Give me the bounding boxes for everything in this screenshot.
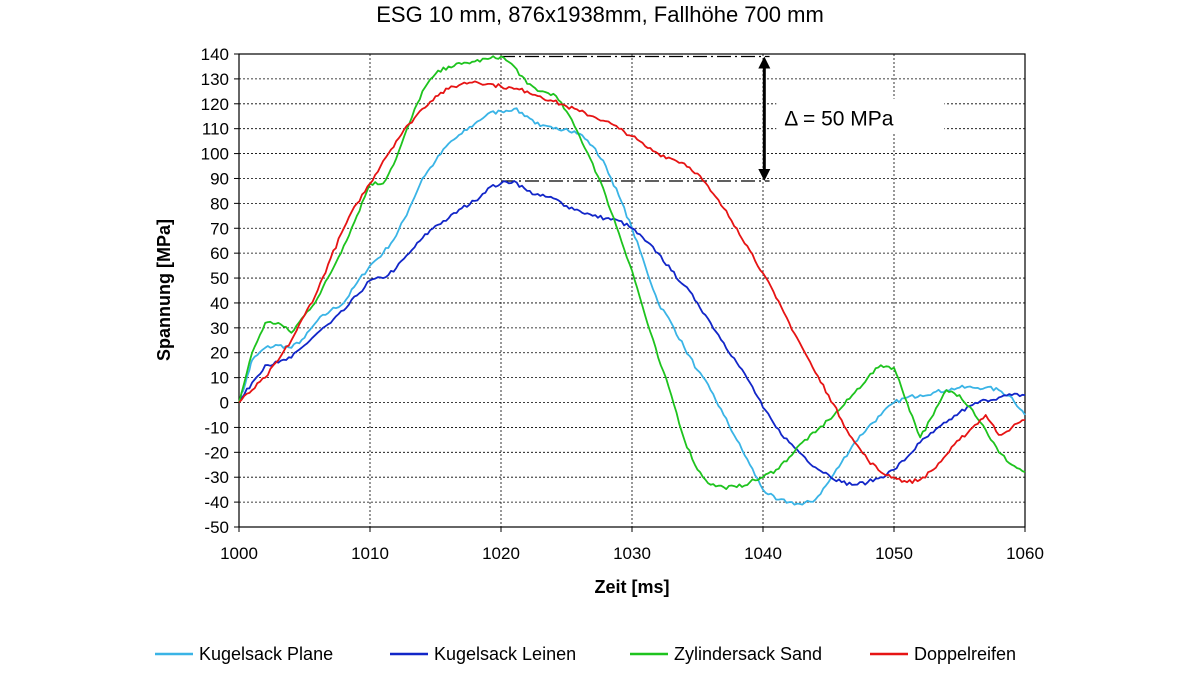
tick-labels: -50-40-30-20-100102030405060708090100110… [201,45,1044,563]
y-tick-label: -40 [204,493,229,512]
y-tick-label: 0 [220,394,229,413]
y-tick-label: -30 [204,468,229,487]
y-tick-label: 40 [210,294,229,313]
y-tick-label: 120 [201,95,229,114]
legend: Kugelsack Plane Kugelsack Leinen Zylinders… [155,644,1016,664]
delta-annotation: Δ = 50 MPa [501,55,945,182]
x-tick-label: 1030 [613,544,651,563]
legend-label: Kugelsack Leinen [434,644,576,664]
y-axis-title: Spannung [MPa] [154,219,174,361]
y-tick-label: 140 [201,45,229,64]
x-tick-label: 1050 [875,544,913,563]
x-tick-label: 1000 [220,544,258,563]
y-tick-label: 130 [201,70,229,89]
legend-label: Kugelsack Plane [199,644,333,664]
y-tick-label: 100 [201,145,229,164]
y-tick-label: 110 [202,120,229,139]
x-tick-label: 1010 [351,544,389,563]
y-tick-label: -50 [204,518,229,537]
y-tick-label: 20 [210,344,229,363]
series-line-doppelreifen [238,80,1026,485]
series-line-kugelsack-plane [238,107,1026,506]
delta-arrow-head-up [758,56,771,69]
grid [239,54,1025,527]
y-tick-label: 50 [210,269,229,288]
y-tick-label: 30 [210,319,229,338]
x-axis-title: Zeit [ms] [594,577,669,597]
y-tick-label: 10 [210,369,229,388]
y-tick-label: 60 [210,244,229,263]
y-tick-label: -20 [204,443,229,462]
plot-area-frame [238,53,1026,528]
x-tick-label: 1060 [1006,544,1044,563]
delta-label: Δ = 50 MPa [784,108,893,131]
x-tick-label: 1040 [744,544,782,563]
y-tick-label: -10 [204,418,229,437]
chart-title: ESG 10 mm, 876x1938mm, Fallhöhe 700 mm [376,2,824,27]
y-tick-label: 80 [210,194,229,213]
series-lines [238,55,1026,506]
delta-label-background [776,98,945,133]
series-line-kugelsack-leinen [238,180,1026,486]
y-tick-label: 70 [210,219,229,238]
y-tick-label: 90 [210,169,229,188]
x-tick-label: 1020 [482,544,520,563]
legend-label: Doppelreifen [914,644,1016,664]
delta-arrow-head-down [758,168,771,181]
legend-label: Zylindersack Sand [674,644,822,664]
